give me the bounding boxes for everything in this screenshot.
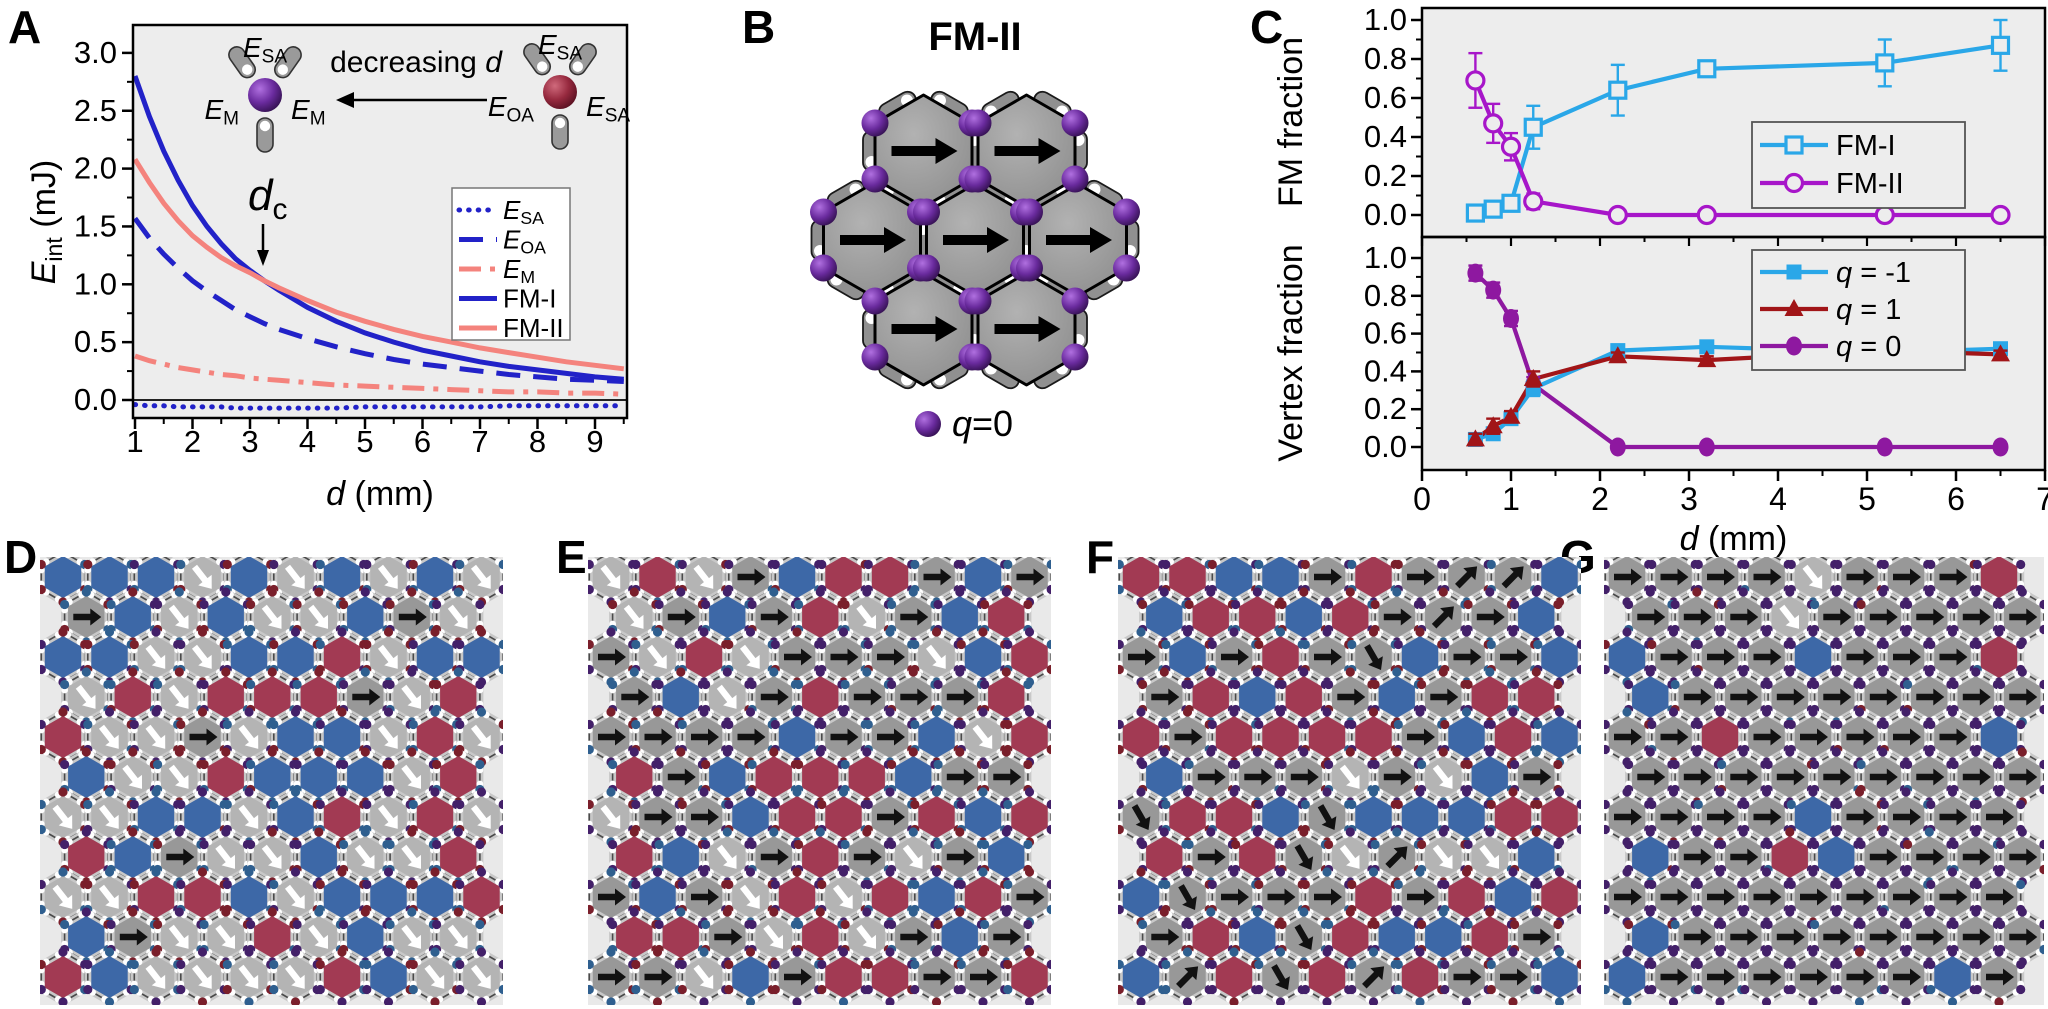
legend-label: FM-I	[503, 284, 556, 314]
svg-text:ESA: ESA	[243, 32, 287, 68]
svg-text:ESA: ESA	[586, 91, 630, 127]
curve-fm-i	[133, 75, 624, 382]
svg-text:5: 5	[356, 424, 373, 459]
magnetization-arrow-icon	[891, 138, 958, 164]
purple-vertex-ball	[248, 78, 282, 112]
legend-label: EM	[503, 254, 535, 287]
fraction-charts: 0.00.20.40.60.81.00.00.20.40.60.81.00 1 2 3…	[1272, 2, 2048, 558]
lattice-state-g	[1604, 557, 2044, 1005]
lattice-state-d	[40, 557, 503, 1005]
curve-eoa	[133, 216, 624, 384]
svg-text:EOA: EOA	[488, 91, 534, 127]
svg-text:0.0: 0.0	[1364, 197, 1407, 232]
magnetization-arrow-icon	[994, 316, 1061, 342]
svg-text:1.0: 1.0	[1364, 2, 1407, 37]
x-axis-title: d (mm)	[1680, 520, 1788, 558]
svg-text:7: 7	[471, 424, 488, 459]
svg-text:5: 5	[1858, 481, 1876, 517]
panel-f-label: F	[1086, 531, 1115, 583]
magnetization-arrow-icon	[994, 138, 1061, 164]
svg-text:2.5: 2.5	[74, 93, 117, 128]
svg-text:2: 2	[1591, 481, 1609, 517]
fm-fraction-axis-title: FM fraction	[1272, 37, 1310, 207]
svg-text:0.4: 0.4	[1364, 353, 1407, 388]
svg-text:0.8: 0.8	[1364, 41, 1407, 76]
svg-text:1.5: 1.5	[74, 208, 117, 243]
legend-label: q = 0	[1836, 331, 1901, 363]
lattice-state-f	[1118, 557, 1581, 1005]
svg-text:0.6: 0.6	[1364, 316, 1407, 351]
svg-text:4: 4	[1769, 481, 1787, 517]
svg-text:0.6: 0.6	[1364, 80, 1407, 115]
legend-label: FM-I	[1836, 130, 1896, 162]
legend-label: q = -1	[1836, 257, 1911, 289]
svg-text:0.0: 0.0	[74, 382, 117, 417]
panel-g-lattice	[1604, 557, 2044, 1005]
y-axis-title: Eint (mJ)	[25, 160, 67, 285]
panel-f-lattice	[1118, 557, 1581, 1005]
decreasing-d-label: decreasing d	[330, 46, 503, 79]
svg-text:1.0: 1.0	[74, 266, 117, 301]
panel-a-energy-chart: 1 2 3 4 5 6 7 8 9 0.0 0.5 1.0 1.5 2.0 2.5 3.0 d (mm) Eint…	[0, 0, 700, 555]
svg-text:7: 7	[2036, 481, 2048, 517]
x-axis-title: d (mm)	[326, 475, 434, 513]
svg-text:0.4: 0.4	[1364, 119, 1407, 154]
svg-text:EM: EM	[204, 94, 239, 130]
svg-text:ESA: ESA	[538, 29, 582, 65]
magnetization-arrow-icon	[891, 316, 958, 342]
magnetization-arrow-icon	[1046, 227, 1112, 253]
svg-text:1: 1	[126, 424, 143, 459]
panel-d-label: D	[4, 531, 38, 583]
q0-legend-ball	[915, 411, 941, 437]
svg-text:EM: EM	[291, 94, 326, 130]
panel-a-label: A	[8, 1, 42, 53]
q0-legend-label: q=0	[952, 403, 1013, 444]
svg-text:0.0: 0.0	[1364, 429, 1407, 464]
vertex-fraction-axis-title: Vertex fraction	[1272, 244, 1310, 461]
svg-text:0.5: 0.5	[74, 324, 117, 359]
curve-em	[134, 353, 624, 397]
curve-fm-ii	[133, 157, 625, 372]
legend-label: FM-II	[503, 313, 564, 343]
svg-text:3.0: 3.0	[74, 35, 117, 70]
fmii-honeycomb-diagram: FM-II q=0	[810, 15, 1140, 444]
lattice-state-e	[588, 557, 1051, 1005]
svg-text:3: 3	[241, 424, 258, 459]
panel-b-label: B	[742, 1, 776, 53]
energy-vs-distance-chart: 1 2 3 4 5 6 7 8 9 0.0 0.5 1.0 1.5 2.0 2.5 3.0 d (mm) Eint…	[25, 23, 630, 513]
dc-annotation: dc	[248, 171, 287, 226]
curve-esa	[133, 402, 627, 411]
svg-text:8: 8	[529, 424, 546, 459]
svg-text:1.0: 1.0	[1364, 240, 1407, 275]
magnetization-arrow-icon	[943, 227, 1009, 253]
svg-text:2: 2	[184, 424, 201, 459]
legend-label: FM-II	[1836, 168, 1904, 200]
svg-text:6: 6	[414, 424, 431, 459]
svg-text:1: 1	[1502, 481, 1520, 517]
svg-text:3: 3	[1680, 481, 1698, 517]
panel-e-label: E	[556, 531, 587, 583]
panel-c-label: C	[1250, 1, 1284, 53]
magnetization-arrow-icon	[840, 227, 906, 253]
svg-text:0.2: 0.2	[1364, 391, 1407, 426]
svg-text:0: 0	[1413, 481, 1431, 517]
svg-text:0.2: 0.2	[1364, 158, 1407, 193]
panel-c-fraction-charts: 0.0 0.2 0.4 0.6 0.8 1.0 0.0 0.2 0.4 0.6 0.8 1.0 0 1 2 3…	[1240, 0, 2048, 560]
svg-text:2.0: 2.0	[74, 151, 117, 186]
panel-b-fmii-diagram: FM-II q=0	[700, 0, 1240, 470]
maroon-vertex-ball	[543, 75, 577, 109]
svg-text:0.8: 0.8	[1364, 278, 1407, 313]
panel-e-lattice	[588, 557, 1051, 1005]
svg-text:6: 6	[1947, 481, 1965, 517]
panel-d-lattice	[40, 557, 503, 1005]
legend-label: q = 1	[1836, 294, 1901, 326]
fmii-title: FM-II	[928, 15, 1021, 59]
legend-label: ESA	[503, 195, 544, 228]
svg-text:9: 9	[586, 424, 603, 459]
svg-text:4: 4	[299, 424, 316, 459]
legend-label: EOA	[503, 225, 546, 258]
